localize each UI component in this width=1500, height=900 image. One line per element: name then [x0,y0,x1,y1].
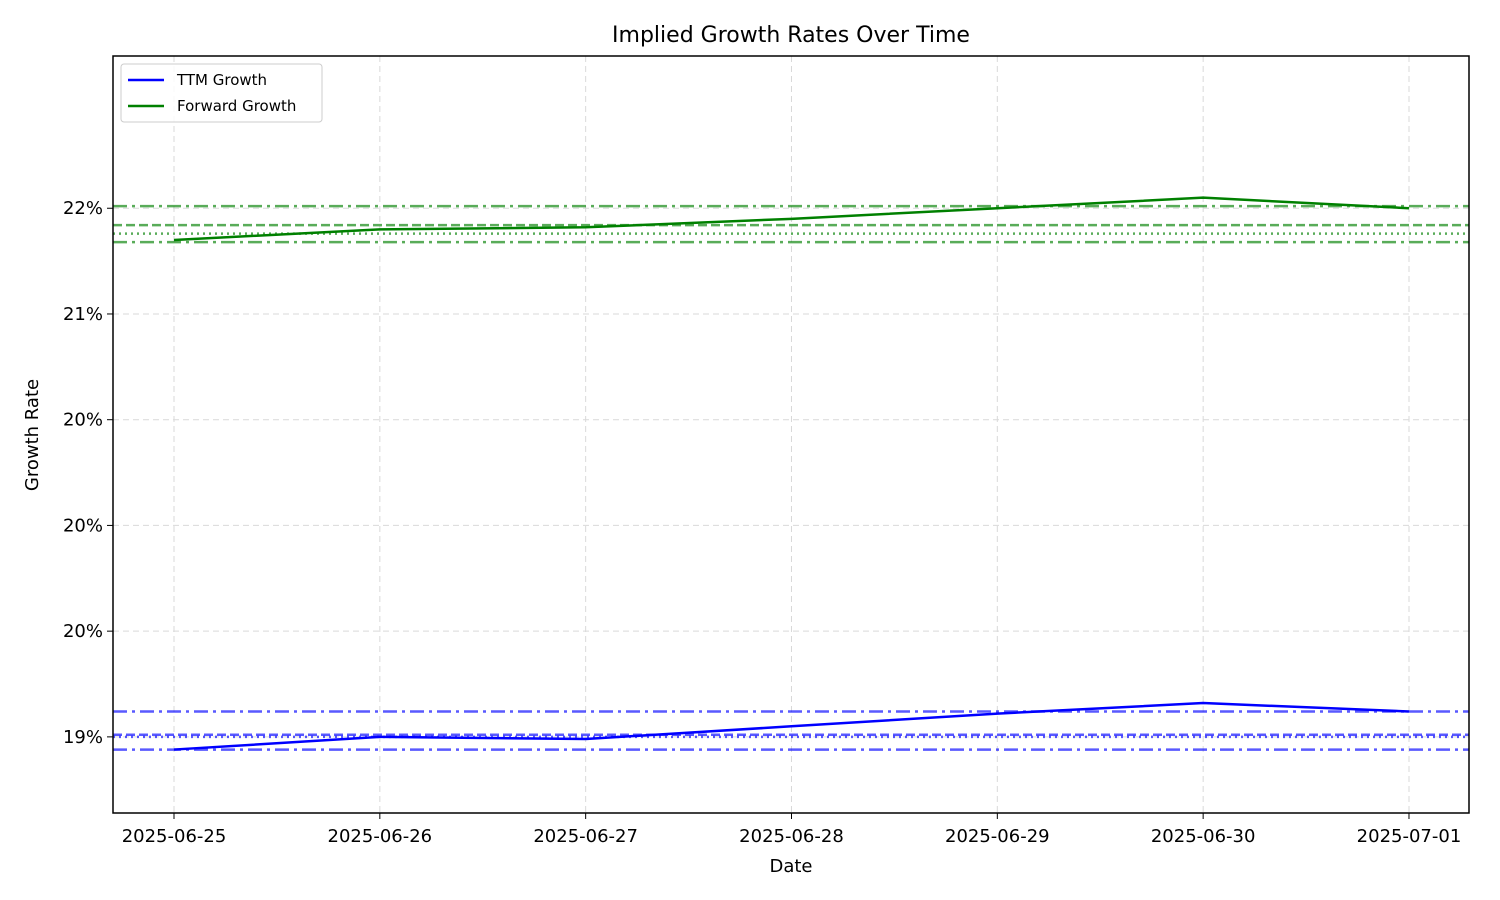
x-tick-label: 2025-06-29 [945,826,1050,847]
x-tick-label: 2025-06-25 [122,826,227,847]
x-tick-label: 2025-06-26 [328,826,433,847]
x-axis-label: Date [769,856,812,877]
x-tick-label: 2025-06-30 [1151,826,1256,847]
chart-title: Implied Growth Rates Over Time [612,23,970,48]
reference-lines [113,204,1469,751]
series-line [173,196,1410,242]
y-axis-label: Growth Rate [22,379,43,491]
y-tick-label: 20% [63,515,103,536]
legend: TTM Growth Forward Growth [120,63,323,123]
y-axis-ticks: 19% 20% 20% 20% 21% 22% [63,198,113,748]
x-axis-ticks: 2025-06-25 2025-06-26 2025-06-27 2025-06-28… [122,813,1462,847]
series-line [173,701,1410,751]
legend-label: Forward Growth [177,97,296,115]
y-tick-label: 19% [63,727,103,748]
x-tick-label: 2025-06-27 [533,826,638,847]
series-lines [173,196,1410,751]
y-tick-label: 20% [63,621,103,642]
legend-box [120,63,323,123]
y-tick-label: 20% [63,410,103,431]
grid-layer [113,56,1469,813]
y-tick-label: 21% [63,304,103,325]
y-tick-label: 22% [63,198,103,219]
x-tick-label: 2025-06-28 [739,826,844,847]
legend-label: TTM Growth [176,71,267,89]
x-tick-label: 2025-07-01 [1357,826,1462,847]
